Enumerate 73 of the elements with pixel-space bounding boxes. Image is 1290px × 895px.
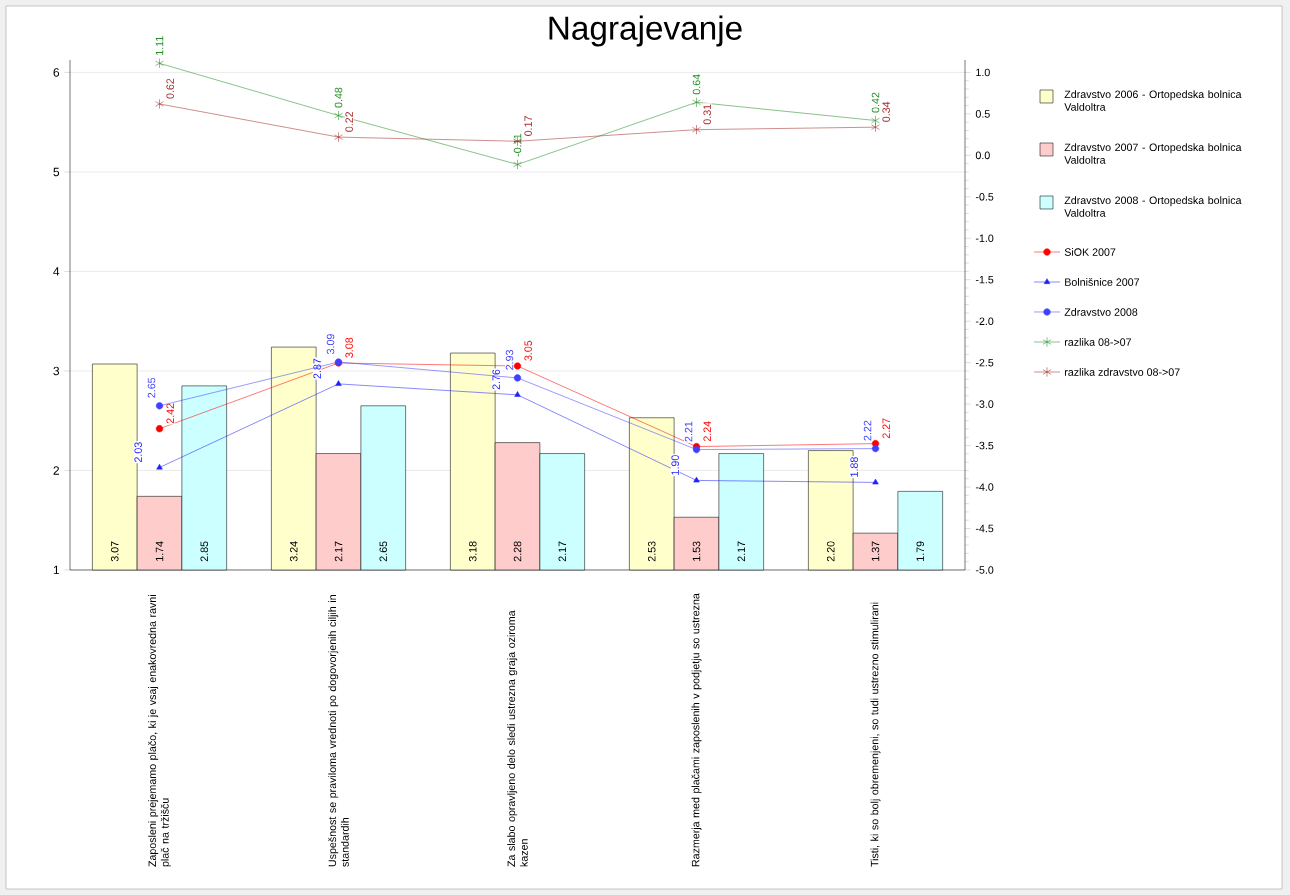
data-label: 0.62 — [166, 78, 174, 99]
data-label: 0.48 — [334, 87, 343, 108]
legend-label: razlika zdravstvo 08->07 — [1064, 368, 1180, 376]
data-label: 2.27 — [882, 418, 890, 439]
data-label: 3.08 — [345, 337, 353, 358]
data-label: 2.53 — [647, 541, 656, 562]
x-tick-label: Zaposleni prejemamo plačo, ki je vsaj enakovredna ravni plač na tržišču — [148, 595, 171, 867]
data-label: 2.87 — [313, 358, 321, 379]
y-tick-label: 2 — [53, 466, 59, 475]
legend-label: Zdravstvo 2008 - Ortopedska bolnica Valdoltra — [1064, 196, 1242, 217]
data-label: 2.03 — [134, 442, 142, 463]
legend-label: Zdravstvo 2007 - Ortopedska bolnica Valdoltra — [1064, 143, 1242, 164]
y2-tick-label: -3.0 — [975, 400, 994, 408]
data-label: 2.28 — [513, 541, 522, 562]
y2-tick-label: -1.5 — [975, 276, 994, 284]
data-label: 1.74 — [155, 541, 164, 561]
data-label: 0.22 — [345, 111, 353, 132]
legend-label: SiOK 2007 — [1064, 248, 1116, 256]
x-tick-label: Uspešnost se praviloma vrednoti po dogovorjenih ciljih in standardih — [328, 595, 349, 867]
data-label: 2.22 — [863, 420, 872, 441]
y2-tick-label: 1.0 — [976, 68, 990, 77]
legend-label: Zdravstvo 2006 - Ortopedska bolnica Valdoltra — [1064, 90, 1242, 111]
data-label: 1.79 — [916, 541, 925, 561]
y-tick-label: 4 — [53, 267, 60, 276]
data-label: 1.37 — [871, 541, 880, 561]
y-tick-label: 1 — [53, 565, 60, 575]
x-tick-label: Tisti, ki so bolj obremenjeni, so tudi ustrezno stimulirani — [870, 602, 881, 867]
legend-label: Bolnišnice 2007 — [1065, 278, 1140, 286]
data-label: 2.93 — [505, 350, 514, 370]
data-label: 0.64 — [692, 74, 701, 95]
y2-tick-label: -4.0 — [975, 483, 994, 491]
data-label: 1.88 — [850, 457, 858, 477]
y2-tick-label: -1.0 — [975, 234, 994, 243]
y2-tick-label: -2.0 — [975, 317, 994, 325]
data-label: 2.85 — [200, 541, 209, 562]
data-label: 2.17 — [558, 541, 566, 562]
data-label: 2.76 — [492, 369, 500, 390]
data-label: 3.24 — [289, 541, 298, 562]
data-label: 3.18 — [468, 541, 477, 562]
y2-tick-label: 0.5 — [975, 110, 990, 118]
data-label: 2.21 — [684, 421, 693, 442]
legend-label: Zdravstvo 2008 — [1064, 308, 1138, 316]
data-label: 3.07 — [110, 541, 119, 562]
y2-tick-label: -3.5 — [975, 441, 994, 450]
data-label: 0.31 — [703, 104, 711, 125]
y2-tick-label: -5.0 — [975, 566, 994, 574]
data-label: -0.11 — [513, 133, 522, 157]
x-tick-label: Za slabo opravljeno delo sledi ustrezna graja oziroma kazen — [507, 610, 528, 867]
data-label: 2.65 — [147, 377, 156, 398]
data-label: 0.34 — [882, 101, 890, 122]
data-label: 3.05 — [524, 340, 532, 361]
y2-tick-label: -0.5 — [975, 193, 994, 201]
y-tick-label: 5 — [53, 167, 60, 177]
y2-tick-label: 0.0 — [975, 151, 990, 160]
data-label: 1.53 — [692, 541, 701, 561]
legend-label: razlika 08->07 — [1064, 338, 1132, 346]
data-label: 2.17 — [334, 541, 343, 562]
y-tick-label: 6 — [53, 68, 60, 77]
y2-tick-label: -2.5 — [975, 358, 994, 367]
data-label: 1.90 — [671, 455, 679, 475]
y-tick-label: 3 — [53, 366, 60, 376]
y2-tick-label: -4.5 — [975, 524, 994, 533]
data-label: 2.20 — [826, 541, 835, 562]
data-label: 2.65 — [379, 541, 388, 562]
x-tick-label: Razmerja med plačami zaposlenih v podjetju so ustrezna — [691, 593, 702, 867]
data-label: 2.42 — [166, 403, 174, 424]
data-label: 0.42 — [871, 92, 880, 113]
data-label: 0.17 — [524, 116, 532, 136]
data-label: 1.11 — [155, 36, 164, 55]
chart-title: Nagrajevanje — [549, 15, 742, 47]
data-label: 3.09 — [326, 334, 335, 355]
data-label: 2.17 — [737, 541, 745, 562]
data-label: 2.24 — [703, 421, 711, 442]
